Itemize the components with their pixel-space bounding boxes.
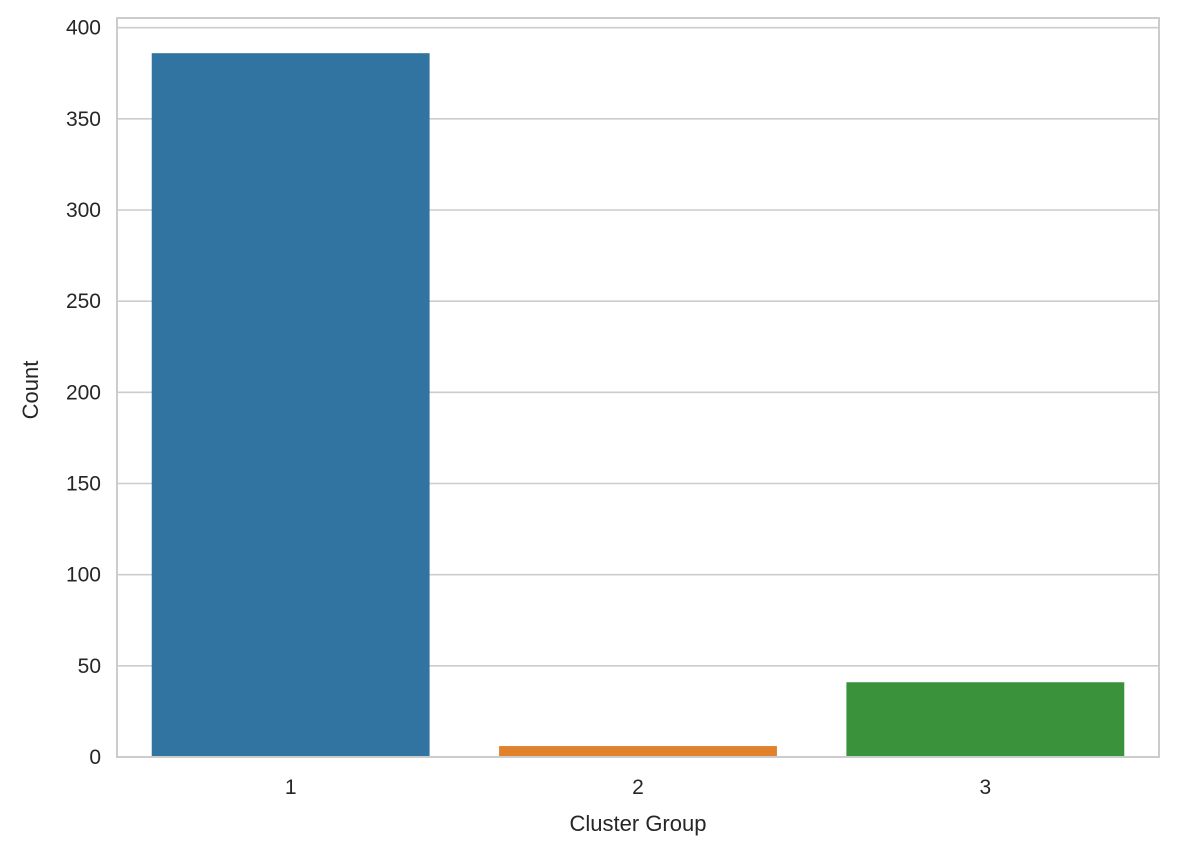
x-tick-label: 2 xyxy=(632,776,644,799)
plot-frame xyxy=(116,17,1160,758)
y-tick-label: 0 xyxy=(89,746,101,769)
bars xyxy=(151,53,1125,757)
y-axis-label: Count xyxy=(18,361,43,420)
y-tick-label: 200 xyxy=(66,381,101,404)
bar-cluster-3 xyxy=(846,682,1125,757)
x-tick-label: 3 xyxy=(979,776,991,799)
y-tick-labels: 0 50 100 150 200 250 300 350 400 xyxy=(66,17,101,769)
y-tick-label: 350 xyxy=(66,108,101,131)
y-tick-label: 300 xyxy=(66,199,101,222)
y-tick-label: 100 xyxy=(66,564,101,587)
y-tick-label: 150 xyxy=(66,472,101,495)
y-tick-label: 400 xyxy=(66,17,101,40)
y-tick-label: 250 xyxy=(66,290,101,313)
bar-cluster-2 xyxy=(499,746,777,757)
x-tick-labels: 1 2 3 xyxy=(285,776,991,799)
x-tick-label: 1 xyxy=(285,776,297,799)
y-tick-label: 50 xyxy=(78,655,101,678)
bar-cluster-1 xyxy=(151,53,430,757)
x-axis-label: Cluster Group xyxy=(570,811,707,836)
plot-border xyxy=(116,17,1160,758)
